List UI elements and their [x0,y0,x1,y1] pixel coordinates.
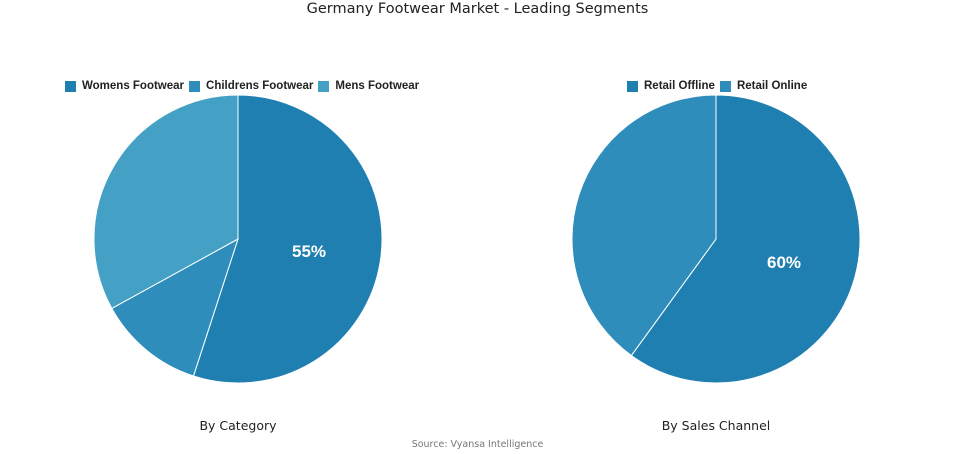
legend-label: Retail Online [736,80,808,92]
legend-label: Childrens Footwear [206,80,314,92]
pie-slice-womens[interactable] [192,95,383,384]
legend-item-childrens[interactable]: Childrens Footwear [189,80,313,92]
legend-swatch [719,80,731,92]
channel-pie-chart: 60% [572,95,861,384]
chart-title: Germany Footwear Market - Leading Segmen… [306,1,649,17]
legend-item-mens[interactable]: Mens Footwear [318,80,419,92]
channel-legend: Retail Offline Retail Online [627,80,812,92]
legend-swatch [189,80,201,92]
slice-label-retail-offline: 60% [767,253,801,272]
category-pie-chart: 55% [94,95,383,384]
legend-item-womens[interactable]: Womens Footwear [65,80,184,92]
legend-swatch [627,80,638,92]
source-note: Source: Vyansa Intelligence [411,439,544,450]
slice-label-womens: 55% [292,242,326,261]
legend-swatch [318,80,330,92]
channel-subtitle: By Sales Channel [661,418,771,433]
legend-swatch [65,80,76,92]
pie-slice-retail-offline[interactable] [630,95,861,384]
legend-item-retail-online[interactable]: Retail Online [719,80,808,92]
legend-label: Mens Footwear [335,80,420,92]
pie-slice-retail-online[interactable] [572,95,717,357]
legend-item-retail-offline[interactable]: Retail Offline [627,80,715,92]
legend-label: Womens Footwear [82,80,185,92]
pie-slice-childrens[interactable] [111,237,239,377]
category-subtitle: By Category [199,418,277,433]
legend-label: Retail Offline [644,80,715,92]
pie-slice-mens[interactable] [94,95,239,310]
category-legend: Womens Footwear Childrens Footwear Mens … [65,80,424,92]
